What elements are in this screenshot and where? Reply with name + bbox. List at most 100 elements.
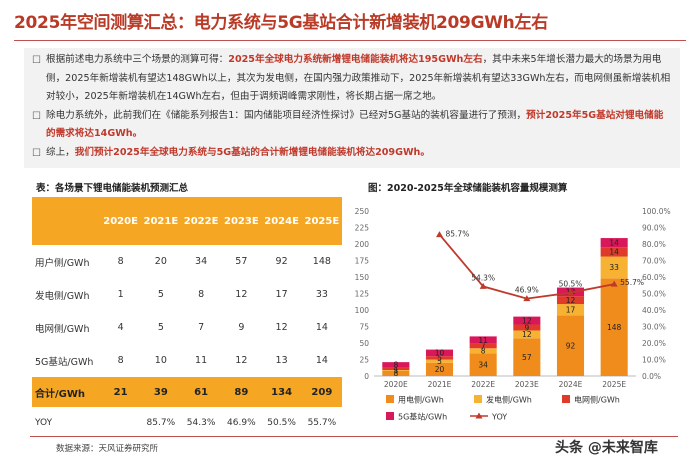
bar-segment: [556, 304, 585, 316]
table-cell: 5: [157, 289, 164, 300]
table-cell: 14: [315, 355, 328, 366]
bar-value-label: 9: [524, 323, 529, 332]
bar-segment: [600, 256, 628, 279]
table-cell: 21: [100, 377, 141, 407]
y-left-tick-label: 225: [355, 224, 370, 233]
y-right-tick-label: 30.0%: [642, 323, 666, 332]
table-cell: 12: [235, 289, 248, 300]
table-cell: 电网侧/GWh: [35, 323, 90, 335]
title-divider: [14, 40, 686, 41]
bar-segment: [600, 238, 628, 248]
y-left-tick-label: 100: [355, 306, 370, 315]
table-cell: 33: [315, 289, 328, 300]
bar-value-label: 1: [393, 366, 398, 375]
y-right-tick-label: 50.0%: [642, 290, 666, 299]
table-cell: 9: [238, 322, 245, 333]
bar-value-label: 11: [478, 336, 488, 345]
table-header-cell: 2025E: [301, 197, 342, 245]
bar-value-label: 57: [522, 353, 532, 362]
legend-swatch: [562, 395, 570, 403]
table-cell: [100, 407, 140, 439]
table-cell: 13: [275, 355, 288, 366]
y-right-tick-label: 70.0%: [642, 257, 666, 266]
table-cell: 50.5%: [267, 418, 296, 428]
legend-swatch: [386, 395, 394, 403]
yoy-value-label: 55.7%: [620, 278, 644, 287]
y-right-tick-label: 10.0%: [642, 356, 666, 365]
table-yoy-row: YOY 85.7% 54.3% 46.9% 50.5% 55.7%: [32, 407, 342, 439]
table-cell: 12: [275, 322, 288, 333]
bar-value-label: 14: [609, 238, 619, 247]
bar-value-label: 33: [609, 263, 619, 272]
table-header-row: 2020E 2021E 2022E 2023E 2024E 2025E: [32, 197, 342, 245]
legend-label: 电网侧/GWh: [574, 395, 620, 405]
bar-value-label: 14: [609, 248, 619, 257]
bar-segment: [513, 330, 541, 339]
bar-segment: [425, 362, 454, 376]
yoy-value-label: 46.9%: [515, 286, 539, 295]
y-left-tick-label: 25: [359, 356, 369, 365]
table-cell: 4: [117, 322, 124, 333]
table-cell: 8: [117, 355, 124, 366]
y-left-tick-label: 75: [359, 323, 369, 332]
table-cell: 1: [117, 289, 124, 300]
x-tick-label: 2021E: [428, 380, 452, 389]
summary-bullet-1: ☐ 根据前述电力系统中三个场景的测算可得：2025年全球电力系统新增锂电储能装机…: [32, 54, 671, 102]
y-right-tick-label: 20.0%: [642, 339, 666, 348]
bar-segment: [382, 367, 410, 371]
bar-segment: [513, 338, 541, 376]
x-tick-label: 2023E: [515, 380, 539, 389]
checkbox-bullet-icon: ☐: [32, 147, 41, 159]
table-cell: 89: [221, 377, 262, 407]
y-left-tick-label: 150: [355, 273, 370, 282]
bar-segment: [513, 324, 541, 331]
y-right-tick-label: 80.0%: [642, 240, 666, 249]
table-cell: 11: [195, 355, 208, 366]
y-left-tick-label: 200: [355, 240, 370, 249]
bar-segment: [556, 315, 585, 376]
bar-value-label: 34: [478, 361, 488, 370]
table-cell: 用户侧/GWh: [35, 257, 90, 269]
footer-divider: [30, 436, 678, 437]
stacked-bar-chart: 02550751001251501752002252500.0%10.0%20.…: [355, 207, 671, 422]
legend-label: 发电侧/GWh: [486, 395, 532, 405]
yoy-marker: [610, 280, 618, 287]
bar-value-label: 92: [566, 341, 576, 350]
table-row: 电网侧/GWh 4 5 7 9 12 14: [32, 311, 342, 344]
table-header-cell: 2024E: [261, 197, 302, 245]
bar-value-label: 148: [607, 323, 622, 332]
bar-segment: [382, 370, 410, 371]
table-row: 用户侧/GWh 8 20 34 57 92 148: [32, 245, 342, 278]
table-cell: 7: [198, 322, 205, 333]
table-header-cell: 2023E: [221, 197, 262, 245]
bar-value-label: 8: [393, 369, 398, 378]
source-note: 数据来源：天风证券研究所: [56, 444, 159, 454]
watermark: 头条 @未来智库: [555, 440, 658, 456]
bar-value-label: 5: [437, 354, 442, 363]
yoy-marker: [436, 231, 443, 238]
table-row: 5G基站/GWh 8 10 11 12 13 14: [32, 344, 342, 377]
table-cell: 合计/GWh: [32, 377, 101, 407]
legend-swatch: [474, 395, 482, 403]
chart-title: 图：2020-2025年全球储能装机容量规模测算: [368, 183, 568, 194]
y-left-tick-label: 250: [355, 207, 370, 216]
checkbox-bullet-icon: ☐: [32, 110, 41, 122]
legend-swatch: [386, 412, 394, 420]
table-cell: 92: [275, 256, 288, 267]
table-cell: 14: [315, 322, 328, 333]
table-cell: 39: [140, 377, 181, 407]
table-header-cell: [32, 197, 101, 245]
y-right-tick-label: 90.0%: [642, 224, 666, 233]
y-left-tick-label: 125: [355, 290, 370, 299]
page-title: 2025年空间测算汇总：电力系统与5G基站合计新增装机209GWh左右: [14, 13, 548, 33]
x-tick-label: 2025E: [602, 380, 626, 389]
yoy-value-label: 50.5%: [559, 280, 583, 289]
bar-segment: [382, 362, 410, 368]
bar-segment: [556, 296, 585, 305]
y-left-tick-label: 0: [364, 372, 369, 381]
y-right-tick-label: 100.0%: [642, 207, 671, 216]
bar-value-label: 17: [566, 305, 576, 314]
table-header-cell: 2021E: [140, 197, 181, 245]
table-cell: 5: [157, 322, 164, 333]
bar-value-label: 12: [566, 296, 576, 305]
